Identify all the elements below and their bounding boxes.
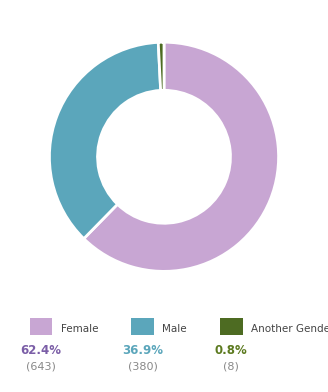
- Wedge shape: [158, 42, 164, 91]
- Wedge shape: [84, 42, 278, 271]
- Text: Another Gender: Another Gender: [251, 324, 328, 334]
- Text: Male: Male: [162, 324, 187, 334]
- Text: 0.8%: 0.8%: [215, 344, 248, 358]
- Text: (8): (8): [223, 361, 239, 372]
- Wedge shape: [50, 42, 161, 239]
- Text: (643): (643): [26, 361, 56, 372]
- Text: Female: Female: [61, 324, 98, 334]
- Text: 62.4%: 62.4%: [20, 344, 62, 358]
- Text: (380): (380): [128, 361, 158, 372]
- Text: 36.9%: 36.9%: [122, 344, 163, 358]
